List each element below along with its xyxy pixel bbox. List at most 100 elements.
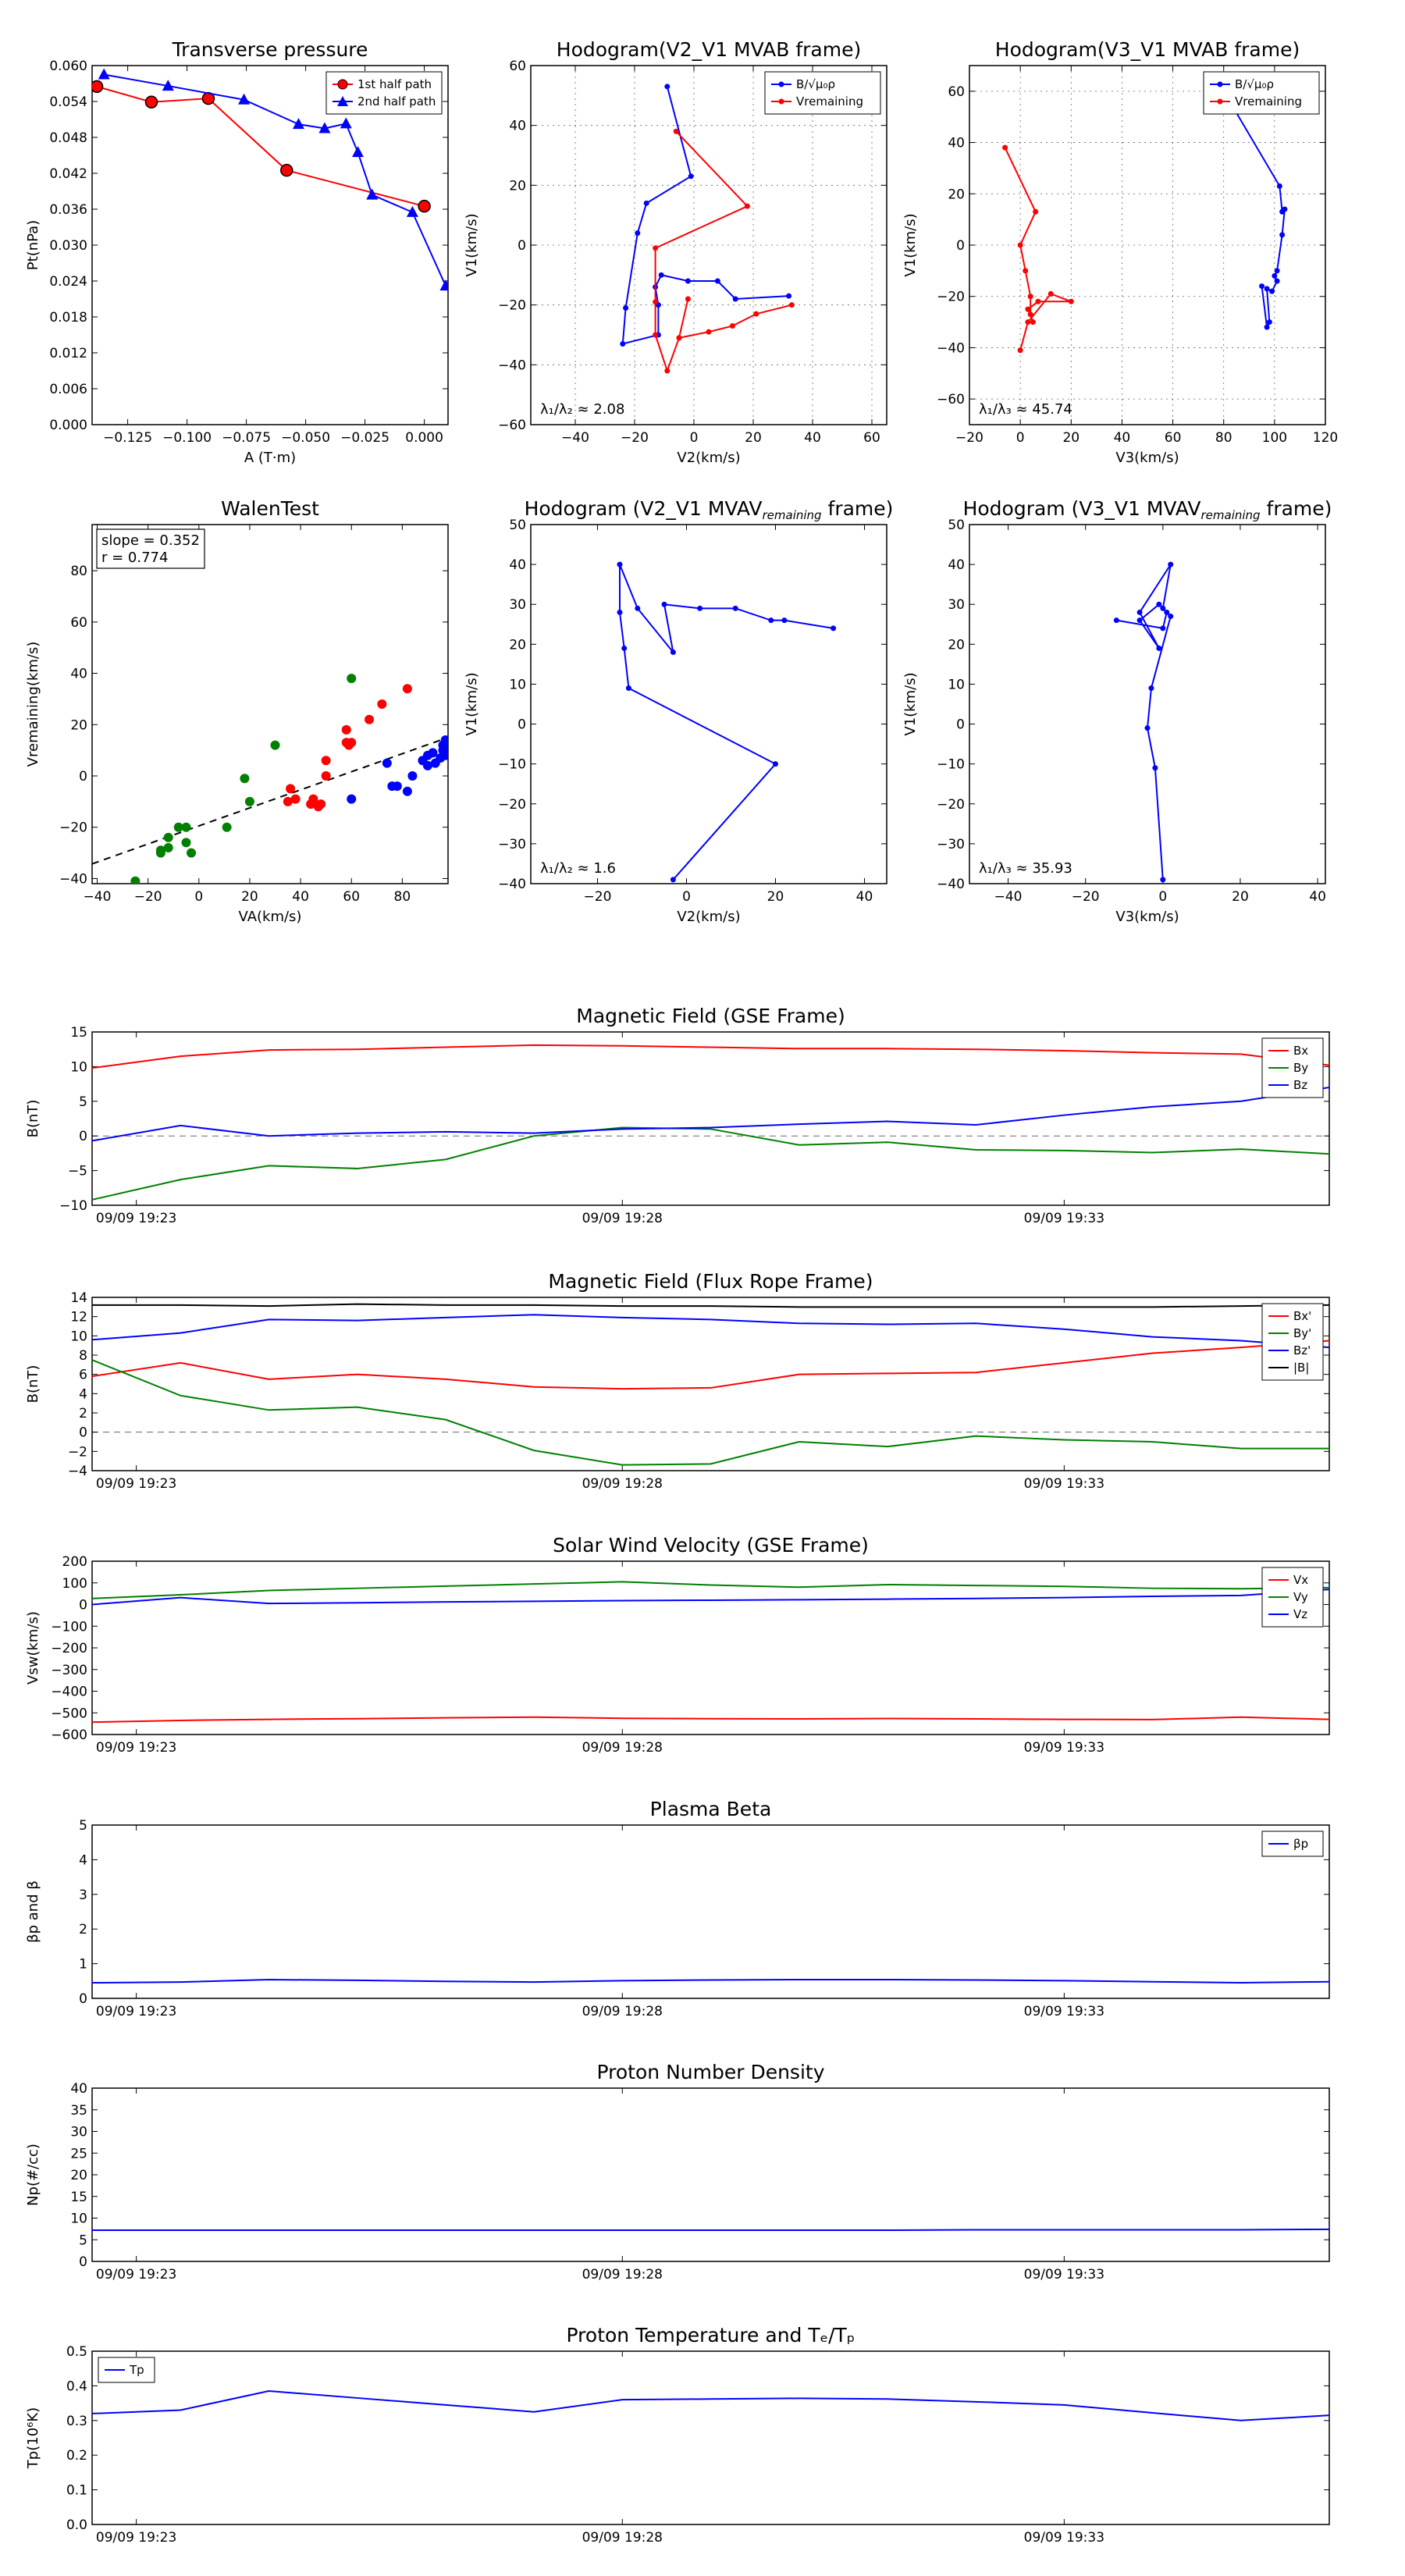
y-tick-label: 0.036 bbox=[49, 202, 87, 218]
ratio-annotation: λ₁/λ₂ ≈ 1.6 bbox=[540, 860, 616, 877]
y-tick-label: 10 bbox=[948, 677, 965, 692]
data-point bbox=[1160, 877, 1166, 883]
series-line-0 bbox=[92, 2228, 1329, 2232]
y-tick-label: 2 bbox=[79, 1406, 87, 1421]
series-line-1 bbox=[104, 73, 446, 286]
legend-box bbox=[764, 71, 881, 115]
plot-area bbox=[92, 2228, 1329, 2232]
data-point bbox=[788, 302, 795, 308]
y-axis-label: Vsw(km/s) bbox=[25, 1611, 41, 1685]
series-line-0 bbox=[92, 1979, 1329, 1984]
ratio-annotation: λ₁/λ₃ ≈ 35.93 bbox=[979, 860, 1072, 877]
x-tick-label: 20 bbox=[767, 889, 784, 905]
stats-text: slope = 0.352 bbox=[101, 532, 200, 549]
x-tick-label: 09/09 19:33 bbox=[1024, 1211, 1104, 1226]
y-tick-label: 0 bbox=[79, 1598, 87, 1614]
y-tick-label: 10 bbox=[70, 1329, 87, 1344]
ratio-annotation: λ₁/λ₃ ≈ 45.74 bbox=[979, 401, 1072, 418]
legend-label: Vy bbox=[1293, 1590, 1308, 1604]
data-point bbox=[283, 796, 293, 806]
y-tick-label: −600 bbox=[51, 1727, 87, 1743]
data-point bbox=[244, 796, 254, 806]
chart-panel-4: Hodogram (V2_V1 MVAVremaining frame) −20 0… bbox=[464, 497, 893, 925]
data-point bbox=[643, 200, 649, 206]
data-point bbox=[238, 93, 251, 105]
legend-label: 1st half path bbox=[357, 77, 432, 91]
data-point bbox=[653, 299, 659, 305]
y-tick-label: 60 bbox=[509, 59, 526, 74]
x-tick-label: 20 bbox=[241, 889, 258, 905]
x-tick-label: 09/09 19:23 bbox=[96, 1476, 176, 1492]
data-point bbox=[620, 341, 626, 347]
chart-panel-9: Plasma Beta 09/09 19:23 09/09 19:28 09/09 1… bbox=[25, 1798, 1330, 2019]
x-tick-label: 09/09 19:33 bbox=[1024, 1476, 1104, 1492]
data-point bbox=[1136, 609, 1143, 615]
x-tick-label: 40 bbox=[1114, 430, 1131, 446]
legend-label: Bz bbox=[1293, 1078, 1307, 1092]
axes-frame bbox=[91, 1560, 1330, 1735]
y-tick-label: 10 bbox=[70, 2211, 87, 2227]
legend-label: B/√μ₀ρ bbox=[1235, 77, 1274, 91]
data-point bbox=[173, 822, 183, 832]
axes-frame bbox=[91, 1824, 1330, 1999]
data-point bbox=[347, 794, 357, 804]
y-tick-label: 50 bbox=[509, 518, 526, 533]
chart-panel-5: Hodogram (V3_V1 MVAVremaining frame) −40 −… bbox=[902, 497, 1332, 925]
x-tick-label: 80 bbox=[394, 889, 411, 905]
legend-label: 2nd half path bbox=[357, 94, 436, 109]
legend-label: By bbox=[1293, 1061, 1308, 1075]
y-tick-label: −40 bbox=[937, 877, 965, 892]
x-tick-label: 09/09 19:33 bbox=[1024, 2530, 1104, 2546]
y-tick-label: 20 bbox=[948, 187, 965, 202]
y-tick-label: −30 bbox=[498, 837, 526, 852]
y-tick-label: 0.4 bbox=[66, 2379, 87, 2394]
data-point bbox=[1264, 286, 1270, 292]
data-point bbox=[92, 80, 104, 94]
data-point bbox=[729, 323, 735, 329]
axes-frame bbox=[91, 2087, 1330, 2262]
y-tick-label: −40 bbox=[937, 340, 965, 356]
x-tick-label: −0.050 bbox=[281, 430, 330, 446]
y-tick-label: −20 bbox=[498, 797, 526, 813]
data-point bbox=[781, 617, 788, 624]
data-point bbox=[365, 714, 375, 724]
data-point bbox=[1030, 319, 1036, 326]
x-tick-label: 09/09 19:28 bbox=[582, 2267, 663, 2282]
axes-frame bbox=[530, 65, 887, 425]
plot-area bbox=[92, 674, 448, 884]
chart-title: Solar Wind Velocity (GSE Frame) bbox=[553, 1534, 869, 1557]
y-tick-label: 40 bbox=[948, 557, 965, 573]
data-point bbox=[341, 724, 351, 735]
data-point bbox=[1266, 319, 1272, 326]
chart-title: Hodogram(V3_V1 MVAB frame) bbox=[995, 38, 1300, 61]
chart-title: Magnetic Field (GSE Frame) bbox=[576, 1005, 845, 1027]
legend-label: βp bbox=[1293, 1837, 1308, 1851]
y-tick-label: 0.1 bbox=[66, 2483, 87, 2499]
data-point bbox=[676, 335, 682, 341]
y-tick-label: −100 bbox=[51, 1619, 87, 1635]
y-tick-label: −40 bbox=[498, 358, 526, 373]
legend-marker bbox=[778, 81, 784, 87]
data-point bbox=[653, 245, 659, 251]
y-axis-label: B(nT) bbox=[25, 1100, 41, 1138]
series-line-2 bbox=[92, 1314, 1329, 1349]
x-tick-label: 09/09 19:23 bbox=[96, 1211, 176, 1226]
data-point bbox=[786, 293, 792, 299]
y-tick-label: 0.2 bbox=[66, 2448, 87, 2464]
legend-label: Vremaining bbox=[1235, 94, 1302, 109]
y-tick-label: 40 bbox=[509, 557, 526, 573]
chart-title-sub: remaining bbox=[763, 508, 822, 522]
legend-label: Bx bbox=[1293, 1044, 1308, 1058]
series-line-0 bbox=[1222, 91, 1286, 330]
axes-frame bbox=[91, 524, 449, 884]
x-tick-label: 09/09 19:28 bbox=[582, 2004, 663, 2019]
legend: Bx' By' Bz' |B| bbox=[1261, 1303, 1324, 1381]
data-point bbox=[290, 794, 301, 804]
series-line-0 bbox=[92, 1044, 1329, 1069]
legend-box bbox=[1203, 71, 1320, 115]
x-tick-label: 40 bbox=[804, 430, 821, 446]
y-tick-label: 20 bbox=[70, 717, 87, 733]
data-point bbox=[1017, 347, 1023, 354]
y-axis-label: Vremaining(km/s) bbox=[25, 642, 41, 767]
legend-box bbox=[1261, 1303, 1324, 1381]
